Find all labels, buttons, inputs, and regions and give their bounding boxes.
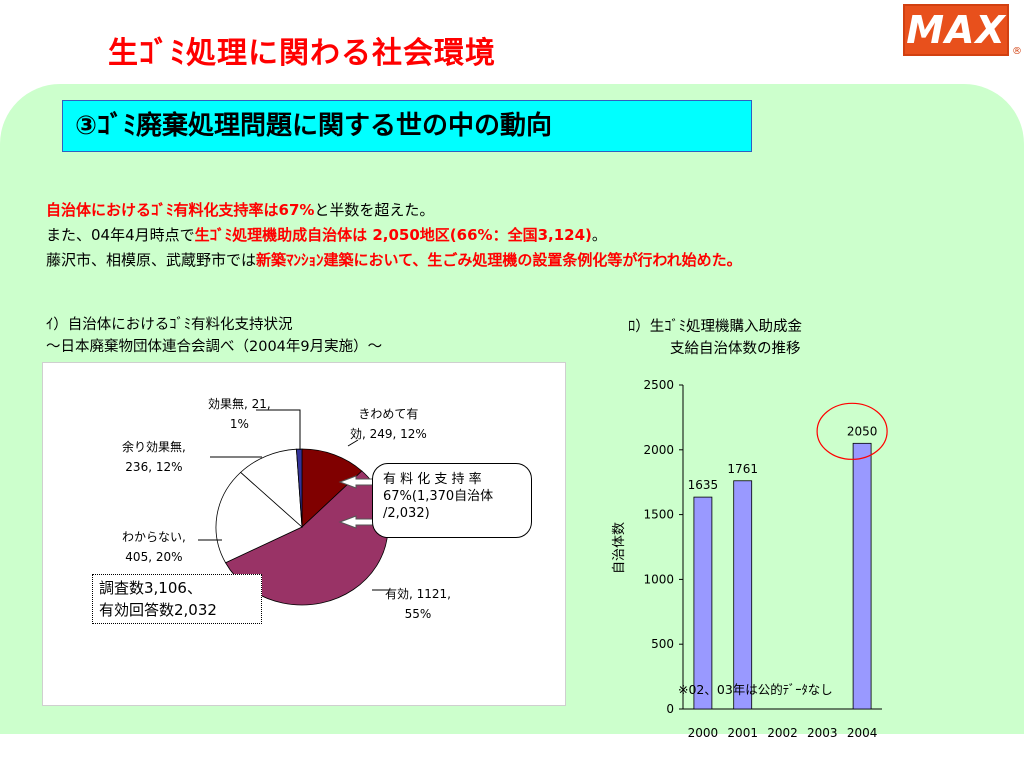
bar-2000 <box>693 496 713 710</box>
callout-line-1: 有 料 化 支 持 率 <box>383 472 482 487</box>
x-tick-label-2000: 2000 <box>688 726 719 740</box>
no-data-note: ※02、03年は公的ﾃﾞｰﾀなし <box>678 682 833 697</box>
pie-slice-wakaranai <box>215 471 303 564</box>
pie-title-line-2: ～日本廃棄物団体連合会調べ（2004年9月実施）～ <box>46 339 383 355</box>
summary-line-3: 藤沢市、相模原、武蔵野市では新築ﾏﾝｼｮﾝ建築において、生ごみ処理機の設置条例化… <box>46 248 742 273</box>
callout-line-3: /2,032) <box>383 506 430 521</box>
summary-line-2-suffix: 。 <box>591 226 607 244</box>
y-tick-label: 0 <box>666 702 674 716</box>
pie-title-line-1: ｲ）自治体におけるｺﾞﾐ有料化支持状況 <box>46 317 293 333</box>
survey-count-box: 調査数3,106、 有効回答数2,032 <box>92 574 262 624</box>
slice-label-kiwamete: きわめて有 効, 249, 12% <box>350 407 427 441</box>
x-tick-label-2003: 2003 <box>807 726 838 740</box>
ordinance-text: 新築ﾏﾝｼｮﾝ建築において、生ごみ処理機の設置条例化等が行われ始めた。 <box>256 251 742 269</box>
subsidy-count-text: 生ｺﾞﾐ処理機助成自治体は 2,050地区(66%：全国3,124) <box>194 226 592 244</box>
bar-2001 <box>733 480 753 710</box>
summary-line-3-prefix: 藤沢市、相模原、武蔵野市では <box>46 251 257 269</box>
bar-value-label-2000: 1635 <box>688 478 719 492</box>
bar-value-label-2001: 1761 <box>727 462 758 476</box>
pie-slice-kouka-nashi <box>295 448 303 528</box>
survey-count: 調査数3,106、 <box>99 579 202 597</box>
slide-title: 生ｺﾞﾐ処理に関わる社会環境 <box>108 36 496 71</box>
summary-line-2: また、04年4月時点で生ｺﾞﾐ処理機助成自治体は 2,050地区(66%：全国3… <box>46 223 742 248</box>
x-tick-label-2004: 2004 <box>847 726 878 740</box>
pie-slice-kiwamete <box>301 448 363 528</box>
highlight-circle-2004 <box>816 402 888 460</box>
summary-line-1: 自治体におけるｺﾞﾐ有料化支持率は67%と半数を超えた。 <box>46 198 742 223</box>
bar-2004 <box>852 442 872 710</box>
support-rate-text: 自治体におけるｺﾞﾐ有料化支持率は67% <box>46 201 315 219</box>
y-axis-label: 自治体数 <box>612 522 627 574</box>
slice-label-wakaranai: わからない, 405, 20% <box>122 530 186 564</box>
slice-label-yuukou: 有効, 1121, 55% <box>385 587 451 621</box>
bar-value-label-2004: 2050 <box>847 424 878 438</box>
leader-line-kiwamete <box>347 439 359 447</box>
bar-chart-title: ﾛ）生ｺﾞﾐ処理機購入助成金 支給自治体数の推移 <box>628 316 802 360</box>
callout-line-2: 67%(1,370自治体 <box>383 489 494 504</box>
slice-label-kouka-nashi: 効果無, 21, 1% <box>208 397 271 431</box>
summary-line-1-rest: と半数を超えた。 <box>314 201 435 219</box>
y-tick-label: 500 <box>651 637 674 651</box>
summary-line-2-prefix: また、04年4月時点で <box>46 226 195 244</box>
y-tick-label: 2500 <box>643 378 674 392</box>
summary-text: 自治体におけるｺﾞﾐ有料化支持率は67%と半数を超えた。 また、04年4月時点で… <box>46 198 742 273</box>
y-tick-label: 1500 <box>643 508 674 522</box>
pie-slice-amari <box>240 448 303 528</box>
bar-title-line-2: 支給自治体数の推移 <box>670 341 801 357</box>
leader-line-kouka-nashi <box>256 409 301 450</box>
y-tick-label: 2000 <box>643 443 674 457</box>
support-rate-callout: 有 料 化 支 持 率 67%(1,370自治体 /2,032) <box>372 463 532 538</box>
y-tick-label: 1000 <box>643 572 674 586</box>
max-logo: MAX <box>903 4 1009 56</box>
x-tick-label-2001: 2001 <box>727 726 758 740</box>
slice-label-amari: 余り効果無, 236, 12% <box>122 440 186 474</box>
x-tick-label-2002: 2002 <box>767 726 798 740</box>
section-heading: ③ｺﾞﾐ廃棄処理問題に関する世の中の動向 <box>62 100 752 152</box>
pie-chart-title: ｲ）自治体におけるｺﾞﾐ有料化支持状況 ～日本廃棄物団体連合会調べ（2004年9… <box>46 314 382 358</box>
valid-responses: 有効回答数2,032 <box>99 601 217 619</box>
bar-title-line-1: ﾛ）生ｺﾞﾐ処理機購入助成金 <box>628 319 802 335</box>
registered-mark: ® <box>1012 46 1022 57</box>
